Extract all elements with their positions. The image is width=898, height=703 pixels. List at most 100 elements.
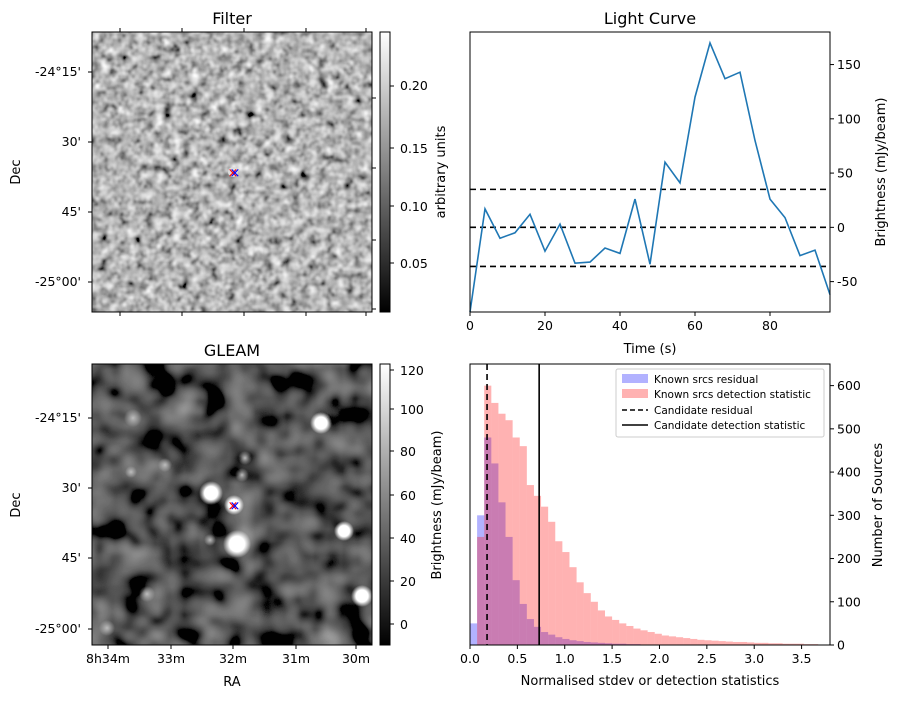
light-curve-ytick-label: 100 <box>837 111 861 126</box>
detection-bar <box>555 541 562 645</box>
detection-bar <box>690 639 697 645</box>
filter-panel: Filter × × -24°15' 30' 45' -25°00' Dec 0… <box>9 9 449 316</box>
histogram-ylabel: Number of Sources <box>871 443 886 568</box>
detection-bar <box>704 640 711 645</box>
gleam-y-axis: -24°15' 30' 45' -25°00' <box>35 410 81 636</box>
filter-cbar-tick-label: 0.10 <box>400 199 428 214</box>
histogram-xtick-label: 0.5 <box>507 651 527 666</box>
gleam-xtick-label: 33m <box>157 651 185 666</box>
histogram-xtick-label: 1.0 <box>555 651 575 666</box>
filter-ylabel: Dec <box>9 159 24 184</box>
detection-bar <box>548 522 555 645</box>
detection-bar <box>626 626 633 645</box>
detection-bar <box>584 593 591 645</box>
legend-label: Known srcs detection statistic <box>654 389 811 401</box>
gleam-colorbar-ticks: 0 20 40 60 80 100 120 <box>390 363 424 632</box>
detection-bar <box>491 403 498 645</box>
histogram-legend: Known srcs residual Known srcs detection… <box>616 369 824 437</box>
light-curve-title: Light Curve <box>604 9 696 28</box>
detection-bar <box>513 437 520 645</box>
residual-bar <box>470 623 477 645</box>
histogram-ytick-label: 200 <box>837 551 861 566</box>
gleam-source <box>310 412 332 434</box>
gleam-source <box>125 466 137 478</box>
light-curve-y-axis: -50 0 50 100 150 <box>830 57 861 289</box>
light-curve-xtick-label: 0 <box>466 318 474 333</box>
detection-bar <box>669 636 676 645</box>
gleam-ytick-label: 45' <box>62 550 81 565</box>
detection-bar <box>655 634 662 645</box>
gleam-source <box>204 534 216 546</box>
detection-bar <box>726 642 733 645</box>
detection-bar <box>598 610 605 645</box>
gleam-ytick-label: 30' <box>62 480 81 495</box>
gleam-marker-blue: × <box>230 499 241 514</box>
filter-ytick-label: 30' <box>62 134 81 149</box>
histogram-xtick-label: 3.5 <box>792 651 812 666</box>
gleam-cbar-tick-label: 120 <box>400 363 424 378</box>
filter-colorbar <box>380 32 390 312</box>
gleam-source <box>351 585 373 607</box>
gleam-ytick-label: -25°00' <box>35 621 81 636</box>
detection-bar <box>648 632 655 645</box>
detection-bar <box>633 629 640 645</box>
detection-bar <box>541 507 548 645</box>
gleam-source <box>199 481 223 505</box>
detection-bar <box>697 640 704 645</box>
gleam-xlabel: RA <box>223 675 241 690</box>
histogram-xtick-label: 1.5 <box>602 651 622 666</box>
light-curve-bg <box>470 32 830 312</box>
legend-label: Candidate residual <box>654 405 753 417</box>
histogram-ytick-label: 500 <box>837 421 861 436</box>
light-curve-ytick-label: 150 <box>837 57 861 72</box>
detection-bar <box>719 641 726 645</box>
detection-bar <box>619 623 626 645</box>
histogram-xtick-label: 0.0 <box>460 651 480 666</box>
detection-bar <box>605 616 612 645</box>
gleam-cbar-tick-label: 0 <box>400 617 408 632</box>
gleam-ylabel: Dec <box>9 492 24 517</box>
histogram-xtick-label: 2.0 <box>650 651 670 666</box>
detection-bar <box>569 567 576 645</box>
legend-label: Candidate detection statistic <box>654 420 806 432</box>
detection-bar <box>527 485 534 645</box>
histogram-ytick-label: 300 <box>837 508 861 523</box>
detection-bar <box>591 602 598 645</box>
filter-ytick-label: 45' <box>62 204 81 219</box>
detection-bar <box>562 552 569 645</box>
histogram-xtick-label: 3.0 <box>744 651 764 666</box>
filter-ytick-label: -24°15' <box>35 64 81 79</box>
filter-y-axis: -24°15' 30' 45' -25°00' <box>35 64 81 289</box>
gleam-cbar-tick-label: 40 <box>400 531 416 546</box>
light-curve-xtick-label: 60 <box>687 318 703 333</box>
detection-bar <box>712 641 719 645</box>
gleam-cbar-tick-label: 80 <box>400 444 416 459</box>
histogram-xtick-label: 2.5 <box>697 651 717 666</box>
gleam-title: GLEAM <box>204 341 260 360</box>
gleam-xtick-label: 31m <box>282 651 310 666</box>
legend-label: Known srcs residual <box>654 374 758 386</box>
histogram-ytick-label: 400 <box>837 465 861 480</box>
histogram-xlabel: Normalised stdev or detection statistics <box>521 674 780 689</box>
gleam-source <box>124 409 142 427</box>
light-curve-ytick-label: 0 <box>837 220 845 235</box>
gleam-x-axis: 8h34m 33m 32m 31m 30m <box>86 651 370 666</box>
filter-marker-blue: × <box>230 166 241 181</box>
detection-bar <box>506 420 513 645</box>
filter-title: Filter <box>212 9 252 28</box>
legend-swatch-detection <box>622 389 648 398</box>
gleam-cbar-tick-label: 60 <box>400 488 416 503</box>
light-curve-ytick-label: 50 <box>837 166 853 181</box>
filter-ytick-label: -25°00' <box>35 274 81 289</box>
detection-bar <box>641 630 648 645</box>
histogram-ytick-label: 600 <box>837 378 861 393</box>
light-curve-xtick-label: 40 <box>612 318 628 333</box>
light-curve-xlabel: Time (s) <box>623 342 677 357</box>
gleam-colorbar <box>380 364 390 645</box>
detection-bar <box>477 537 484 645</box>
light-curve-ytick-label: -50 <box>837 274 857 289</box>
gleam-xtick-label: 30m <box>342 651 370 666</box>
